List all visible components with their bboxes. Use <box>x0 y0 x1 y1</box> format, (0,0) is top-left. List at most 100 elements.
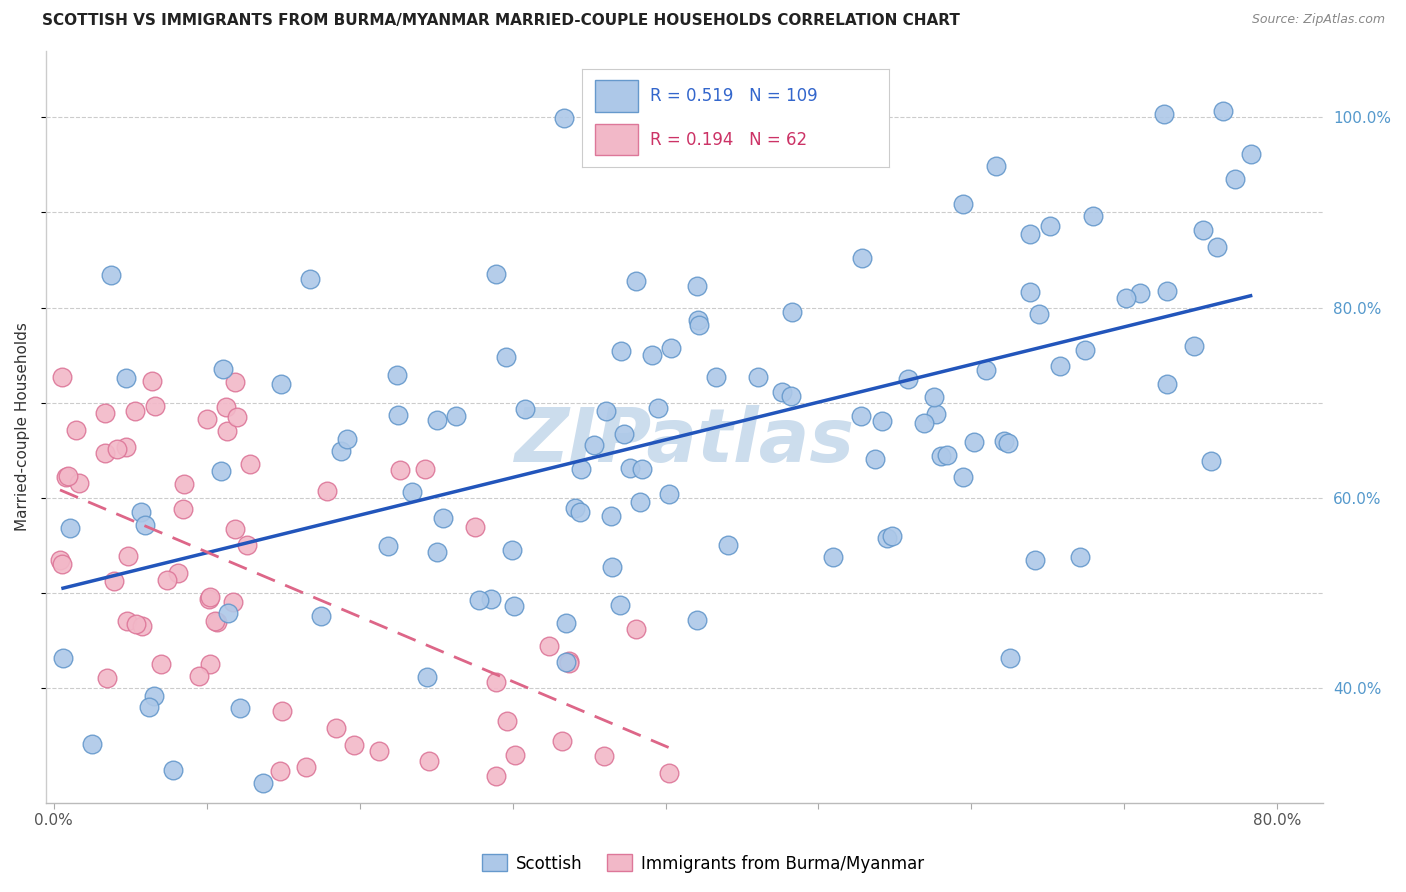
Point <box>215 425 238 439</box>
Point <box>389 463 412 477</box>
Point <box>131 505 153 519</box>
Point <box>215 400 238 414</box>
Point <box>1156 376 1178 391</box>
Point <box>224 376 246 390</box>
Point <box>239 457 262 471</box>
Point <box>252 776 274 790</box>
Point <box>1069 549 1091 564</box>
Point <box>641 348 664 362</box>
Point <box>503 747 526 762</box>
Point <box>131 618 153 632</box>
Point <box>935 448 957 462</box>
Point <box>997 435 1019 450</box>
Point <box>609 599 631 613</box>
Point <box>198 657 221 672</box>
Point <box>172 501 194 516</box>
Point <box>188 669 211 683</box>
Point <box>1205 239 1227 253</box>
Point <box>554 616 576 631</box>
Point <box>1129 285 1152 300</box>
Point <box>929 450 952 464</box>
Point <box>134 517 156 532</box>
Point <box>963 434 986 449</box>
Point <box>117 549 139 563</box>
Point <box>984 159 1007 173</box>
Point <box>198 590 221 604</box>
Point <box>553 112 575 126</box>
Point <box>52 651 75 665</box>
Point <box>595 404 617 418</box>
Point <box>105 442 128 457</box>
Point <box>704 370 727 384</box>
Point <box>557 656 579 670</box>
Point <box>558 654 581 668</box>
Point <box>1156 284 1178 298</box>
Point <box>685 278 707 293</box>
Point <box>143 690 166 704</box>
Point <box>583 438 606 452</box>
Point <box>688 318 710 333</box>
Point <box>600 560 623 574</box>
Point <box>1153 107 1175 121</box>
Point <box>631 462 654 476</box>
Point <box>922 390 945 404</box>
Point <box>628 494 651 508</box>
Point <box>619 460 641 475</box>
Point <box>207 615 229 629</box>
Point <box>613 426 636 441</box>
Point <box>624 622 647 636</box>
Point <box>55 469 77 483</box>
Point <box>876 531 898 545</box>
Point <box>103 574 125 588</box>
Text: Source: ZipAtlas.com: Source: ZipAtlas.com <box>1251 13 1385 27</box>
Point <box>1049 359 1071 374</box>
Point <box>269 764 291 778</box>
Point <box>849 409 872 423</box>
Point <box>143 399 166 413</box>
Point <box>115 441 138 455</box>
Point <box>779 389 801 403</box>
Point <box>571 462 593 476</box>
Point <box>484 267 506 281</box>
Point <box>225 409 247 424</box>
Point <box>998 650 1021 665</box>
Point <box>1019 227 1042 242</box>
Point <box>780 304 803 318</box>
Point <box>568 505 591 519</box>
Point <box>464 519 486 533</box>
Point <box>229 701 252 715</box>
Point <box>236 538 259 552</box>
Point <box>925 407 948 421</box>
Text: ZIPatlas: ZIPatlas <box>515 405 855 478</box>
Point <box>115 371 138 385</box>
Point <box>65 423 87 437</box>
Point <box>418 754 440 768</box>
Point <box>49 553 72 567</box>
Point <box>224 522 246 536</box>
Point <box>658 487 681 501</box>
Point <box>173 477 195 491</box>
Point <box>503 599 526 614</box>
Point <box>897 372 920 386</box>
Point <box>468 593 491 607</box>
Point <box>387 408 409 422</box>
Point <box>138 699 160 714</box>
Point <box>325 722 347 736</box>
Point <box>167 566 190 581</box>
Point <box>564 500 586 515</box>
Point <box>67 476 90 491</box>
Point <box>479 591 502 606</box>
Point <box>551 734 574 748</box>
Point <box>415 670 437 684</box>
Point <box>821 549 844 564</box>
Point <box>717 539 740 553</box>
Point <box>1192 223 1215 237</box>
Point <box>426 545 449 559</box>
Point <box>659 341 682 355</box>
Point <box>1199 453 1222 467</box>
Point <box>336 432 359 446</box>
Point <box>993 434 1015 449</box>
Point <box>880 529 903 543</box>
Point <box>80 737 103 751</box>
Point <box>1018 285 1040 300</box>
